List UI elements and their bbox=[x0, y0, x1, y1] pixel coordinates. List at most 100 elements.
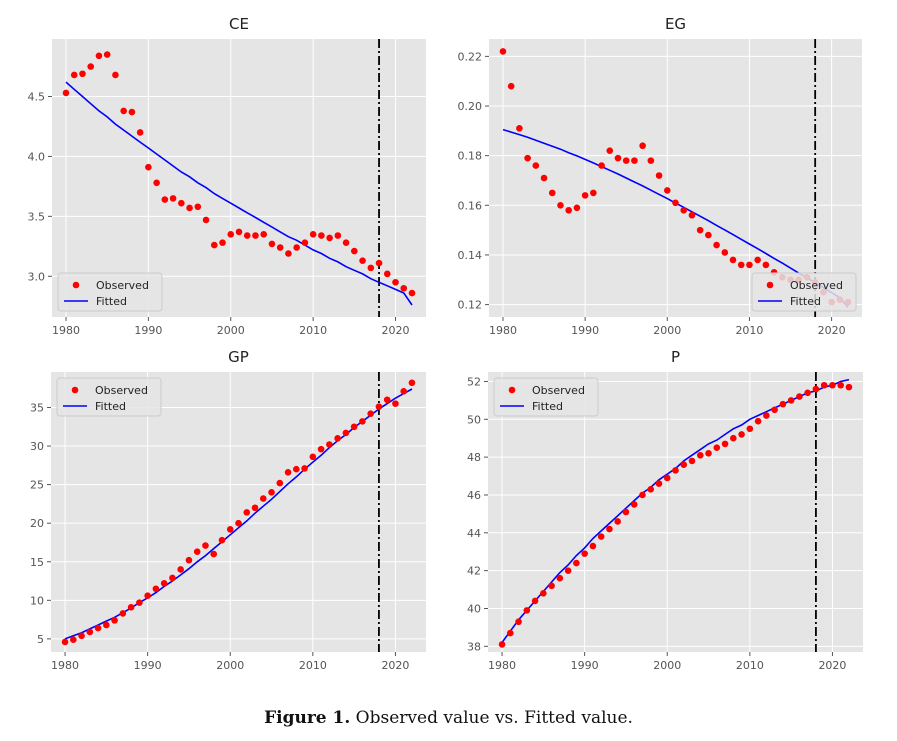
observed-point bbox=[301, 239, 309, 247]
observed-point bbox=[285, 250, 292, 257]
x-tick-label: 2020 bbox=[381, 659, 409, 672]
observed-point bbox=[94, 624, 102, 632]
caption-text: Observed value vs. Fitted value. bbox=[350, 708, 633, 728]
observed-point bbox=[556, 574, 564, 582]
observed-point bbox=[161, 196, 169, 203]
observed-point bbox=[845, 383, 853, 391]
observed-point bbox=[78, 632, 85, 640]
observed-point bbox=[804, 389, 811, 397]
observed-point bbox=[235, 519, 242, 527]
x-tick-label: 2010 bbox=[299, 659, 327, 672]
observed-point bbox=[326, 234, 333, 242]
observed-point bbox=[202, 216, 210, 224]
y-tick-label: 5 bbox=[37, 633, 44, 646]
observed-point bbox=[136, 599, 143, 606]
y-tick-label: 20 bbox=[30, 517, 44, 530]
observed-point bbox=[705, 450, 712, 457]
observed-point bbox=[268, 489, 275, 496]
observed-point bbox=[680, 206, 688, 214]
observed-point bbox=[589, 542, 597, 550]
observed-point bbox=[144, 592, 151, 599]
y-tick-label: 0.20 bbox=[458, 100, 483, 113]
observed-point bbox=[400, 387, 407, 395]
observed-point bbox=[293, 244, 300, 251]
observed-point bbox=[729, 256, 737, 264]
observed-point bbox=[194, 203, 202, 211]
observed-point bbox=[498, 641, 506, 648]
chart-title: P bbox=[671, 348, 680, 366]
observed-point bbox=[754, 256, 761, 264]
observed-point bbox=[342, 239, 350, 247]
observed-point bbox=[532, 162, 540, 169]
observed-point bbox=[177, 566, 184, 573]
x-tick-label: 2010 bbox=[735, 324, 763, 337]
observed-point bbox=[581, 192, 589, 199]
observed-point bbox=[70, 636, 77, 643]
legend-observed-label: Observed bbox=[532, 384, 585, 397]
legend-observed-marker bbox=[71, 386, 79, 394]
observed-point bbox=[763, 412, 770, 419]
observed-point bbox=[375, 259, 383, 267]
observed-point bbox=[515, 618, 522, 626]
x-tick-label: 2020 bbox=[818, 324, 846, 337]
observed-point bbox=[119, 610, 127, 617]
observed-point bbox=[334, 232, 342, 239]
chart-title: GP bbox=[228, 348, 249, 366]
plot-area bbox=[52, 39, 426, 317]
observed-point bbox=[738, 431, 745, 438]
y-tick-label: 40 bbox=[467, 602, 481, 615]
observed-point bbox=[284, 468, 292, 476]
observed-point bbox=[540, 590, 547, 597]
observed-point bbox=[227, 231, 235, 238]
observed-point bbox=[375, 403, 383, 411]
observed-point bbox=[383, 396, 391, 404]
observed-point bbox=[680, 461, 688, 469]
observed-point bbox=[95, 52, 103, 60]
legend-fitted-label: Fitted bbox=[96, 295, 127, 308]
x-tick-label: 1990 bbox=[571, 324, 599, 337]
observed-point bbox=[762, 261, 770, 269]
observed-point bbox=[185, 556, 193, 564]
y-tick-label: 46 bbox=[467, 489, 481, 502]
y-tick-label: 35 bbox=[30, 401, 44, 414]
observed-point bbox=[392, 400, 399, 407]
chart-panel-ce: CE 1980 1990 2000 2010 2020 3.0 3.5 4.0 4.5 Observ… bbox=[28, 15, 426, 337]
y-tick-label: 50 bbox=[467, 413, 481, 426]
observed-point bbox=[160, 580, 168, 587]
observed-point bbox=[127, 603, 135, 611]
x-tick-label: 2010 bbox=[736, 659, 764, 672]
observed-point bbox=[507, 82, 515, 90]
observed-point bbox=[136, 129, 144, 136]
x-tick-label: 1990 bbox=[134, 324, 162, 337]
observed-point bbox=[350, 423, 358, 431]
observed-point bbox=[318, 232, 325, 239]
y-tick-label: 10 bbox=[30, 594, 44, 607]
observed-point bbox=[837, 381, 844, 389]
chart-title: EG bbox=[665, 15, 686, 33]
observed-point bbox=[812, 385, 820, 393]
x-tick-label: 2020 bbox=[818, 659, 846, 672]
observed-point bbox=[367, 264, 375, 272]
legend-observed-label: Observed bbox=[790, 279, 843, 292]
observed-point bbox=[531, 597, 539, 605]
observed-point bbox=[655, 172, 663, 179]
observed-point bbox=[597, 533, 605, 540]
plot-area bbox=[489, 39, 862, 317]
observed-point bbox=[359, 257, 366, 264]
observed-point bbox=[301, 465, 308, 472]
legend-observed-label: Observed bbox=[96, 279, 149, 292]
legend: Observed Fitted bbox=[493, 377, 599, 417]
observed-point bbox=[317, 445, 325, 453]
observed-point bbox=[705, 231, 712, 239]
observed-point bbox=[614, 518, 621, 525]
y-tick-label: 15 bbox=[30, 556, 44, 569]
observed-point bbox=[606, 525, 613, 533]
observed-point bbox=[169, 574, 176, 582]
observed-point bbox=[573, 204, 581, 212]
observed-point bbox=[746, 425, 754, 433]
observed-point bbox=[326, 441, 333, 448]
x-tick-label: 2000 bbox=[217, 324, 245, 337]
observed-point bbox=[622, 508, 630, 516]
y-tick-label: 25 bbox=[30, 479, 44, 492]
observed-point bbox=[408, 379, 416, 387]
